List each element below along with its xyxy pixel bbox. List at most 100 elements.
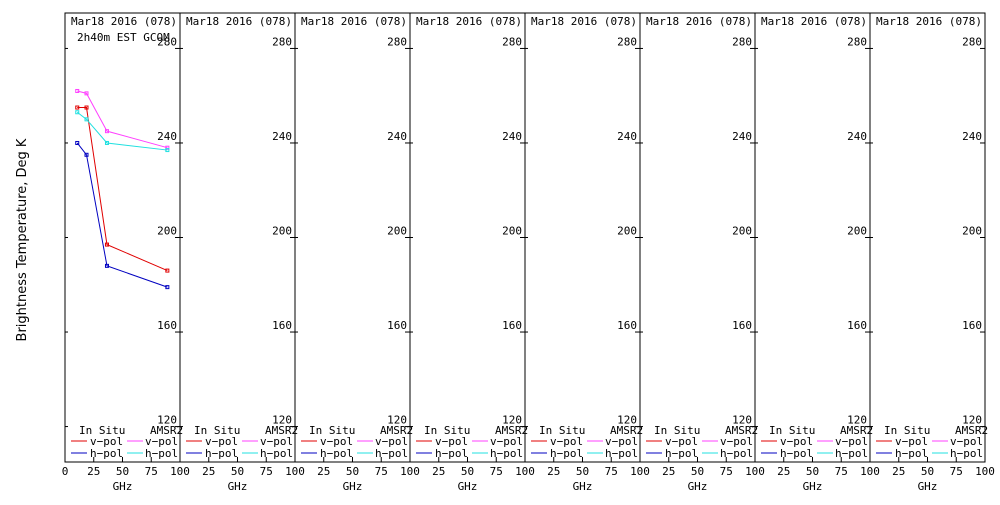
- y-tick-label: 120: [272, 414, 292, 427]
- x-tick-label: 100: [630, 465, 650, 478]
- x-tick-label: 25: [777, 465, 790, 478]
- x-tick-label: 50: [691, 465, 704, 478]
- y-tick-label: 200: [387, 225, 407, 238]
- legend-hpol-label: h−pol: [205, 447, 238, 460]
- legend-hpol-label: h−pol: [835, 447, 868, 460]
- panel-subtitle: 2h40m EST GCOM: [77, 31, 170, 44]
- legend-hpol-label: h−pol: [435, 447, 468, 460]
- y-tick-label: 120: [732, 414, 752, 427]
- panel-title: Mar18 2016 (078): [531, 15, 637, 28]
- legend-vpol-label: v−pol: [260, 435, 293, 448]
- y-tick-label: 120: [847, 414, 867, 427]
- panel-frame: [294, 12, 411, 463]
- x-tick-label: 100: [745, 465, 765, 478]
- data-point-marker: [84, 152, 89, 157]
- panel-title: Mar18 2016 (078): [416, 15, 522, 28]
- legend-vpol-label: v−pol: [320, 435, 353, 448]
- x-tick-label: 75: [950, 465, 963, 478]
- y-tick-label: 240: [617, 130, 637, 143]
- legend-vpol-label: v−pol: [490, 435, 523, 448]
- y-tick-label: 240: [962, 130, 982, 143]
- data-point-marker: [165, 145, 170, 150]
- panel-frame: [754, 12, 871, 463]
- series-line: [77, 107, 168, 272]
- x-tick-label: 75: [260, 465, 273, 478]
- y-tick-label: 200: [847, 225, 867, 238]
- legend-vpol-label: v−pol: [665, 435, 698, 448]
- legend-hpol-label: h−pol: [490, 447, 523, 460]
- y-tick-label: 240: [387, 130, 407, 143]
- panel-title: Mar18 2016 (078): [71, 15, 177, 28]
- panel-frame: [869, 12, 986, 463]
- panel-title: Mar18 2016 (078): [761, 15, 867, 28]
- y-tick-label: 280: [387, 35, 407, 48]
- y-tick-label: 120: [962, 414, 982, 427]
- legend-in-situ-label: In Situ: [654, 424, 700, 437]
- data-point-marker: [84, 105, 89, 110]
- x-tick-label: 25: [317, 465, 330, 478]
- data-point-marker: [104, 242, 109, 247]
- y-tick-label: 280: [502, 35, 522, 48]
- panel-frame: [409, 12, 526, 463]
- y-tick-label: 120: [617, 414, 637, 427]
- x-tick-label: 25: [202, 465, 215, 478]
- legend-vpol-label: v−pol: [835, 435, 868, 448]
- y-tick-label: 240: [732, 130, 752, 143]
- y-tick-label: 160: [732, 319, 752, 332]
- x-axis-label: GHz: [458, 480, 478, 493]
- panel-frame: [524, 12, 641, 463]
- y-tick-label: 280: [617, 35, 637, 48]
- y-tick-label: 240: [157, 130, 177, 143]
- x-tick-label: 100: [400, 465, 420, 478]
- x-tick-label: 50: [921, 465, 934, 478]
- y-tick-label: 160: [502, 319, 522, 332]
- data-point-marker: [75, 140, 80, 145]
- data-point-marker: [104, 140, 109, 145]
- legend-hpol-label: h−pol: [720, 447, 753, 460]
- legend-hpol-label: h−pol: [780, 447, 813, 460]
- y-tick-label: 280: [847, 35, 867, 48]
- legend-amsr2-label: AMSR2: [725, 424, 758, 437]
- x-tick-label: 50: [231, 465, 244, 478]
- x-axis-label: GHz: [573, 480, 593, 493]
- data-point-marker: [165, 285, 170, 290]
- series-line: [76, 142, 168, 288]
- data-point-marker: [165, 268, 170, 273]
- x-axis-label: GHz: [918, 480, 938, 493]
- y-axis-label: Brightness Temperature, Deg K: [15, 138, 30, 341]
- y-tick-label: 120: [502, 414, 522, 427]
- legend-hpol-label: h−pol: [605, 447, 638, 460]
- y-tick-label: 240: [272, 130, 292, 143]
- legend-hpol-label: h−pol: [950, 447, 983, 460]
- data-point-marker: [75, 88, 80, 93]
- legend-hpol-label: h−pol: [895, 447, 928, 460]
- y-tick-label: 160: [272, 319, 292, 332]
- legend-amsr2-label: AMSR2: [495, 424, 528, 437]
- x-tick-label: 100: [860, 465, 880, 478]
- data-point-marker: [84, 91, 89, 96]
- legend-amsr2-label: AMSR2: [150, 424, 183, 437]
- data-point-marker: [75, 110, 80, 115]
- x-tick-label: 100: [975, 465, 995, 478]
- x-axis-label: GHz: [343, 480, 363, 493]
- panel-title: Mar18 2016 (078): [301, 15, 407, 28]
- y-tick-label: 280: [732, 35, 752, 48]
- y-tick-label: 200: [502, 225, 522, 238]
- legend-in-situ-label: In Situ: [884, 424, 930, 437]
- y-tick-label: 160: [962, 319, 982, 332]
- legend-in-situ-label: In Situ: [539, 424, 585, 437]
- x-tick-label: 75: [375, 465, 388, 478]
- y-tick-label: 200: [272, 225, 292, 238]
- panel-frame: [179, 12, 296, 463]
- legend-hpol-label: h−pol: [90, 447, 123, 460]
- legend-in-situ-label: In Situ: [424, 424, 470, 437]
- x-tick-label: 75: [835, 465, 848, 478]
- legend-hpol-label: h−pol: [145, 447, 178, 460]
- y-tick-label: 200: [617, 225, 637, 238]
- legend-in-situ-label: In Situ: [79, 424, 125, 437]
- y-tick-label: 240: [502, 130, 522, 143]
- y-tick-label: 160: [157, 319, 177, 332]
- x-tick-label: 75: [145, 465, 158, 478]
